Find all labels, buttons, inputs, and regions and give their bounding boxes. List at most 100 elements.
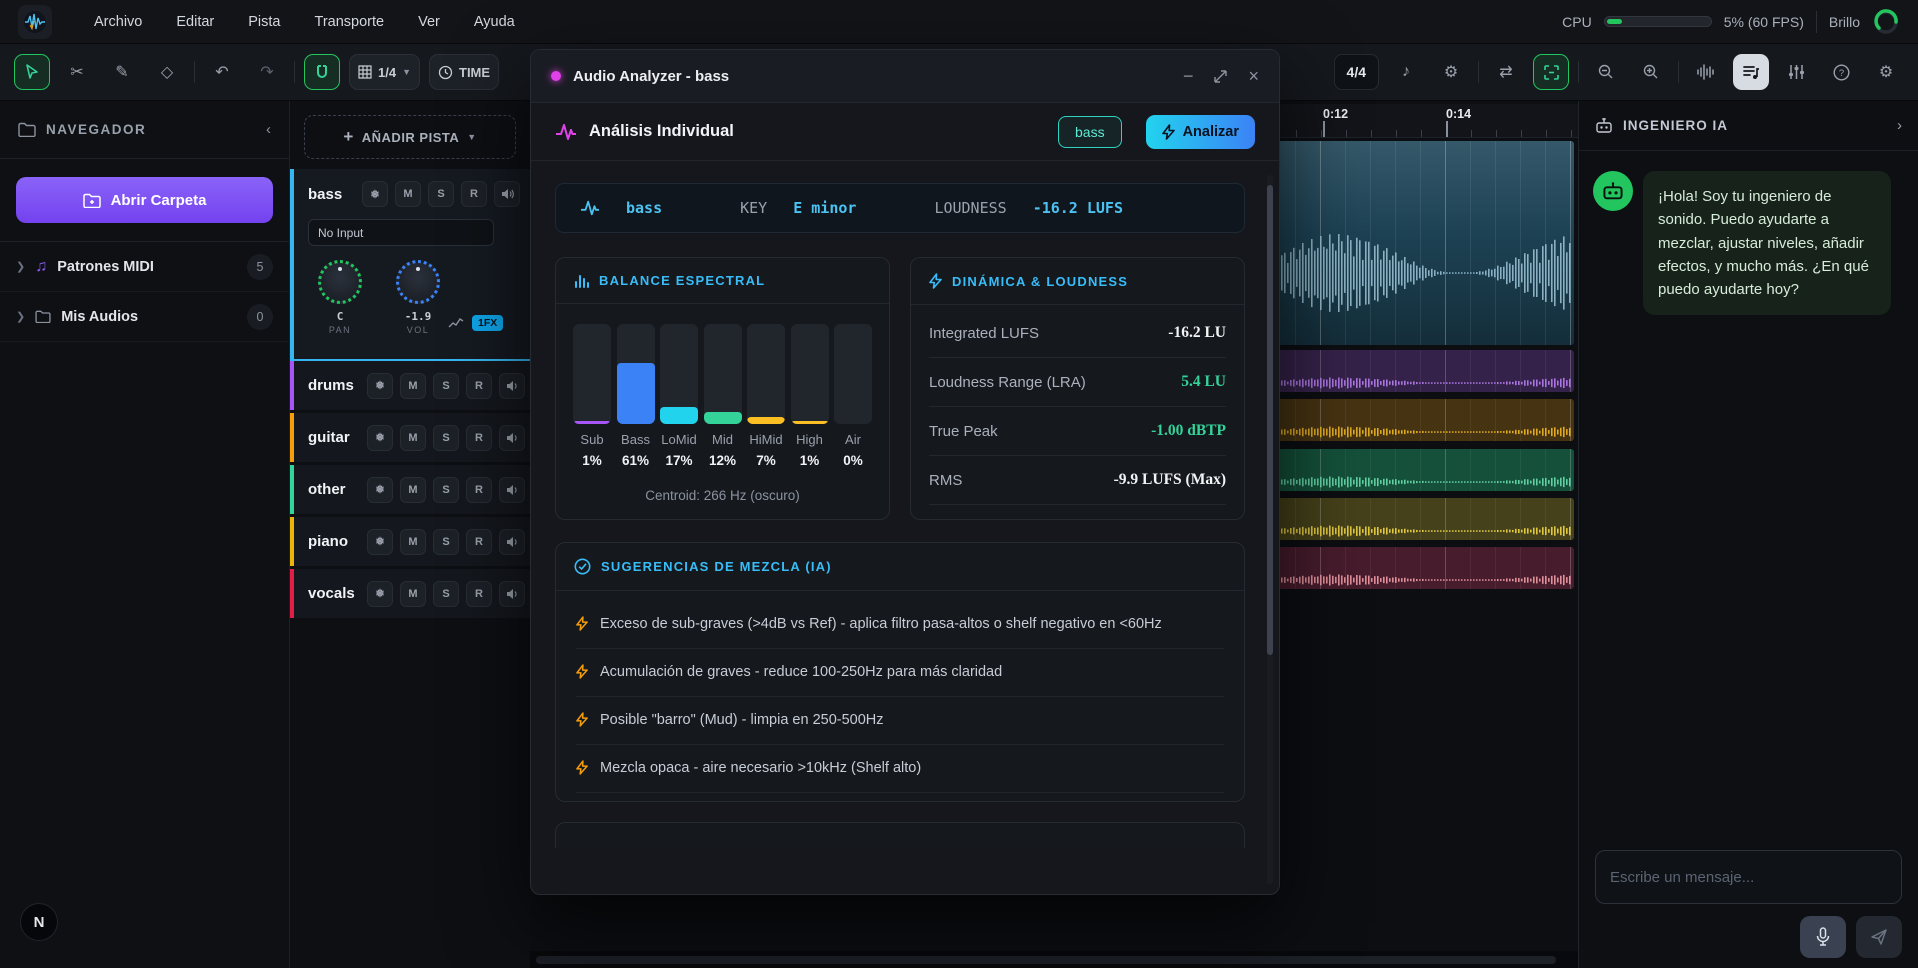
loop-icon: ⇄ [1499,62,1512,82]
cut-tool-button[interactable]: ✂ [59,54,95,90]
sidebar-item-mis-audios[interactable]: ❯Mis Audios0 [0,292,289,342]
horizontal-scrollbar[interactable] [530,951,1578,968]
speaker-button[interactable] [499,477,525,503]
add-track-button[interactable]: + AÑADIR PISTA ▼ [304,115,516,159]
zoom-in-button[interactable] [1633,54,1669,90]
open-folder-button[interactable]: Abrir Carpeta [16,177,273,223]
grid-size-dropdown[interactable]: 1/4 ▼ [349,54,420,90]
modal-scrollbar-thumb[interactable] [1267,185,1273,655]
track-header-piano[interactable]: piano❅MSR [290,517,530,566]
erase-tool-button[interactable]: ◇ [149,54,185,90]
mute-button[interactable]: M [395,181,421,207]
fit-view-button[interactable] [1533,54,1569,90]
notification-badge[interactable]: N [20,903,58,941]
spectral-panel-title: BALANCE ESPECTRAL [599,273,765,288]
tempo-settings-button[interactable]: ⚙ [1433,54,1469,90]
band-percent: 0% [843,453,863,468]
close-button[interactable]: × [1248,66,1259,87]
ruler-time-label: 0:12 [1323,107,1348,121]
sidebar-item-patrones-midi[interactable]: ❯♫Patrones MIDI5 [0,242,289,292]
playlist-view-button[interactable] [1733,54,1769,90]
band-label: Bass [621,432,650,447]
solo-button[interactable]: S [433,477,459,503]
menu-item-transporte[interactable]: Transporte [301,8,399,36]
fx-count-badge[interactable]: 1FX [472,315,503,331]
menu-item-editar[interactable]: Editar [162,8,228,36]
speaker-button[interactable] [494,181,520,207]
settings-button[interactable]: ⚙ [1868,54,1904,90]
help-button[interactable]: ? [1823,54,1859,90]
record-arm-button[interactable]: R [466,581,492,607]
zoom-in-icon [1643,64,1659,80]
solo-button[interactable]: S [428,181,454,207]
volume-value: -1.9 [405,310,432,323]
microphone-button[interactable] [1800,916,1846,958]
record-arm-button[interactable]: R [466,529,492,555]
time-mode-button[interactable]: TIME [429,54,499,90]
freeze-button[interactable]: ❅ [367,529,393,555]
maximize-button[interactable] [1213,69,1228,84]
freeze-button[interactable]: ❅ [362,181,388,207]
pan-knob[interactable] [318,260,362,304]
volume-knob[interactable] [396,260,440,304]
mute-button[interactable]: M [400,425,426,451]
track-header-drums[interactable]: drums❅MSR [290,361,530,410]
menu-item-ayuda[interactable]: Ayuda [460,8,529,36]
loop-button[interactable]: ⇄ [1488,54,1524,90]
brightness-knob[interactable] [1872,8,1900,36]
track-header-guitar[interactable]: guitar❅MSR [290,413,530,462]
draw-tool-button[interactable]: ✎ [104,54,140,90]
bolt-icon [576,616,588,631]
speaker-button[interactable] [499,581,525,607]
automation-icon[interactable] [448,317,464,329]
mixer-icon [1788,64,1805,80]
freeze-button[interactable]: ❅ [367,581,393,607]
suggestion-text: Mezcla opaca - aire necesario >10kHz (Sh… [600,758,921,779]
redo-button[interactable]: ↷ [249,54,285,90]
chat-message-input[interactable] [1595,850,1902,904]
send-button[interactable] [1856,916,1902,958]
track-chip[interactable]: bass [1058,116,1122,148]
modal-titlebar[interactable]: Audio Analyzer - bass − × [531,50,1279,103]
record-arm-button[interactable]: R [466,373,492,399]
record-arm-button[interactable]: R [466,477,492,503]
undo-button[interactable]: ↶ [204,54,240,90]
mute-button[interactable]: M [400,529,426,555]
freeze-button[interactable]: ❅ [367,477,393,503]
speaker-button[interactable] [499,425,525,451]
solo-button[interactable]: S [433,581,459,607]
time-signature[interactable]: 4/4 [1334,54,1379,90]
track-header-other[interactable]: other❅MSR [290,465,530,514]
solo-button[interactable]: S [433,425,459,451]
menu-item-archivo[interactable]: Archivo [80,8,156,36]
waveform-view-button[interactable] [1688,54,1724,90]
select-tool-button[interactable] [14,54,50,90]
minimize-button[interactable]: − [1183,66,1194,87]
sidebar-collapse-button[interactable]: ‹ [266,121,271,138]
gear-icon: ⚙ [1444,62,1458,82]
menu-item-ver[interactable]: Ver [404,8,454,36]
freeze-button[interactable]: ❅ [367,373,393,399]
solo-button[interactable]: S [433,529,459,555]
track-header-vocals[interactable]: vocals❅MSR [290,569,530,618]
snap-magnet-button[interactable] [304,54,340,90]
mixer-view-button[interactable] [1778,54,1814,90]
mute-button[interactable]: M [400,477,426,503]
metronome-button[interactable]: ♪ [1388,54,1424,90]
record-arm-button[interactable]: R [466,425,492,451]
speaker-button[interactable] [499,529,525,555]
solo-button[interactable]: S [433,373,459,399]
record-arm-button[interactable]: R [461,181,487,207]
zoom-out-button[interactable] [1588,54,1624,90]
mute-button[interactable]: M [400,373,426,399]
input-select[interactable]: No Input [308,219,494,246]
bar-track [660,324,698,424]
track-headers-panel: + AÑADIR PISTA ▼ bass ❅ M S R No Input C… [290,101,530,968]
analyze-button[interactable]: Analizar [1146,115,1255,149]
speaker-button[interactable] [499,373,525,399]
track-header-bass[interactable]: bass ❅ M S R No Input C PAN -1.9 VOL 1 [290,169,530,361]
freeze-button[interactable]: ❅ [367,425,393,451]
menu-item-pista[interactable]: Pista [234,8,294,36]
mute-button[interactable]: M [400,581,426,607]
chat-collapse-button[interactable]: › [1897,117,1902,134]
